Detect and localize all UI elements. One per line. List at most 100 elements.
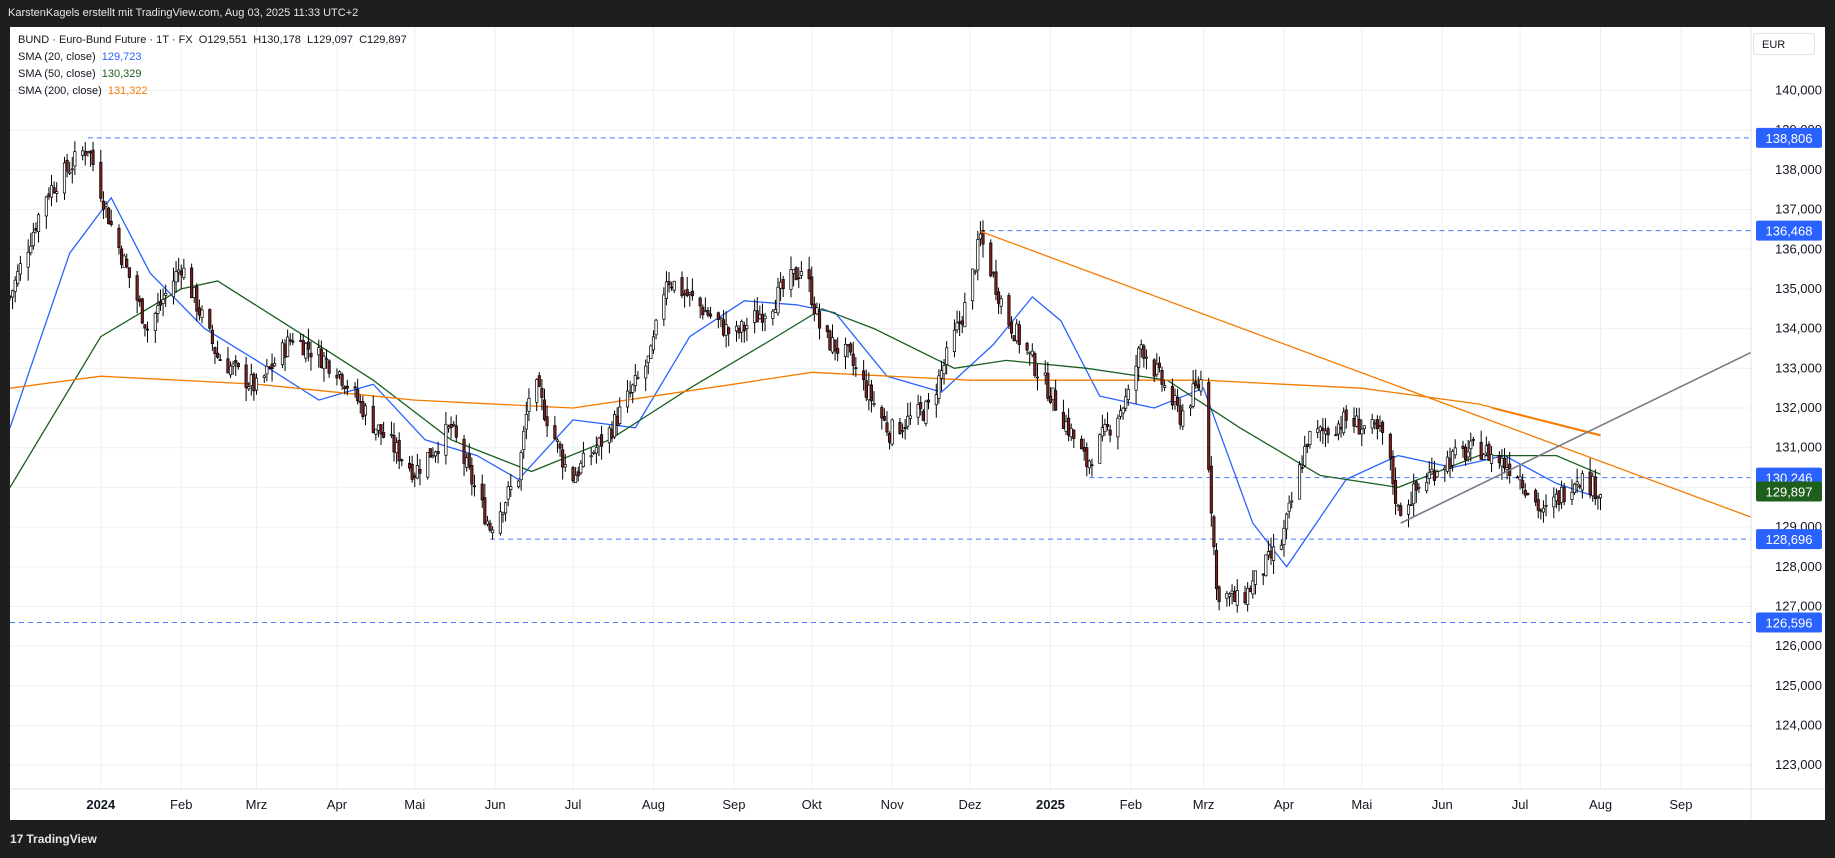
candle-body[interactable] bbox=[395, 442, 399, 454]
sma50-line[interactable] bbox=[9, 280, 1601, 489]
candle-body[interactable] bbox=[1054, 390, 1058, 411]
candle-body[interactable] bbox=[760, 313, 764, 323]
candle-body[interactable] bbox=[1191, 383, 1195, 407]
candle-body[interactable] bbox=[1417, 486, 1421, 489]
candle-body[interactable] bbox=[555, 439, 560, 442]
candle-body[interactable] bbox=[504, 502, 508, 514]
candle-body[interactable] bbox=[1482, 454, 1486, 460]
candle-body[interactable] bbox=[91, 149, 95, 166]
candle-body[interactable] bbox=[363, 405, 368, 416]
candle-body[interactable] bbox=[1425, 482, 1429, 492]
candle-body[interactable] bbox=[812, 303, 816, 315]
tradingview-brand[interactable]: 17 TradingView bbox=[10, 832, 97, 846]
candle-body[interactable] bbox=[228, 365, 233, 376]
candle-body[interactable] bbox=[1321, 427, 1325, 431]
candle-body[interactable] bbox=[976, 239, 980, 271]
candle-body[interactable] bbox=[1500, 457, 1504, 467]
candle-body[interactable] bbox=[509, 486, 513, 490]
candle-body[interactable] bbox=[356, 389, 360, 402]
candle-body[interactable] bbox=[470, 465, 474, 485]
candle-body[interactable] bbox=[880, 407, 884, 419]
candle-body[interactable] bbox=[1487, 443, 1491, 461]
candle-body[interactable] bbox=[1124, 396, 1128, 409]
candle-body[interactable] bbox=[1176, 396, 1180, 406]
candle-body[interactable] bbox=[353, 386, 357, 389]
candle-body[interactable] bbox=[1381, 421, 1385, 433]
candle-body[interactable] bbox=[709, 313, 713, 317]
candle-body[interactable] bbox=[392, 435, 396, 453]
candle-body[interactable] bbox=[753, 310, 757, 323]
candle-body[interactable] bbox=[299, 339, 303, 342]
candle-body[interactable] bbox=[426, 452, 430, 478]
candle-body[interactable] bbox=[86, 150, 90, 153]
candle-body[interactable] bbox=[1103, 424, 1107, 432]
candle-body[interactable] bbox=[1155, 363, 1159, 375]
candle-body[interactable] bbox=[662, 294, 666, 320]
candle-body[interactable] bbox=[1471, 439, 1475, 441]
candle-body[interactable] bbox=[574, 474, 578, 483]
candle-body[interactable] bbox=[636, 376, 640, 379]
candle-body[interactable] bbox=[742, 324, 746, 332]
candle-body[interactable] bbox=[1248, 588, 1252, 593]
candle-body[interactable] bbox=[1461, 445, 1465, 449]
candle-body[interactable] bbox=[1028, 351, 1032, 354]
legend-sma200[interactable]: SMA (200, close) 131,322 bbox=[18, 83, 407, 100]
candle-body[interactable] bbox=[952, 329, 956, 352]
candle-body[interactable] bbox=[1035, 376, 1040, 379]
candle-body[interactable] bbox=[1139, 344, 1143, 350]
candle-body[interactable] bbox=[44, 196, 48, 217]
candle-body[interactable] bbox=[436, 451, 440, 455]
candle-body[interactable] bbox=[65, 159, 69, 172]
candle-body[interactable] bbox=[1336, 423, 1341, 435]
candle-body[interactable] bbox=[716, 312, 720, 320]
candle-body[interactable] bbox=[963, 302, 967, 328]
candle-body[interactable] bbox=[1521, 480, 1525, 489]
candle-body[interactable] bbox=[745, 325, 749, 329]
candle-body[interactable] bbox=[1515, 476, 1520, 479]
candle-body[interactable] bbox=[52, 187, 56, 194]
candle-body[interactable] bbox=[1209, 465, 1213, 514]
candle-body[interactable] bbox=[906, 415, 910, 427]
candle-body[interactable] bbox=[779, 281, 783, 289]
candle-body[interactable] bbox=[794, 267, 798, 281]
candle-body[interactable] bbox=[379, 424, 383, 435]
candle-body[interactable] bbox=[267, 366, 272, 369]
candle-body[interactable] bbox=[1393, 480, 1398, 504]
candle-body[interactable] bbox=[1287, 502, 1291, 512]
candle-body[interactable] bbox=[226, 358, 230, 374]
candle-body[interactable] bbox=[898, 422, 902, 435]
candle-body[interactable] bbox=[631, 384, 635, 393]
candle-body[interactable] bbox=[597, 437, 601, 447]
candle-body[interactable] bbox=[1251, 580, 1255, 595]
candle-body[interactable] bbox=[47, 193, 51, 197]
candle-body[interactable] bbox=[415, 465, 419, 479]
candle-body[interactable] bbox=[49, 185, 54, 198]
candle-body[interactable] bbox=[1279, 544, 1283, 550]
candle-body[interactable] bbox=[374, 428, 378, 435]
candle-body[interactable] bbox=[1552, 496, 1556, 508]
candle-body[interactable] bbox=[244, 364, 248, 389]
candle-body[interactable] bbox=[179, 270, 183, 276]
candle-body[interactable] bbox=[249, 374, 253, 387]
candle-body[interactable] bbox=[1303, 446, 1307, 466]
candle-body[interactable] bbox=[153, 313, 157, 331]
candle-body[interactable] bbox=[1080, 438, 1084, 450]
candle-body[interactable] bbox=[195, 286, 199, 312]
candle-body[interactable] bbox=[485, 520, 489, 525]
candle-body[interactable] bbox=[688, 292, 692, 295]
candle-body[interactable] bbox=[939, 370, 944, 379]
candle-body[interactable] bbox=[537, 375, 541, 387]
candle-body[interactable] bbox=[36, 214, 41, 233]
candle-body[interactable] bbox=[851, 353, 855, 366]
candle-body[interactable] bbox=[698, 297, 702, 307]
candle-body[interactable] bbox=[1355, 415, 1359, 427]
candle-body[interactable] bbox=[849, 343, 853, 353]
candle-body[interactable] bbox=[846, 344, 850, 347]
candle-body[interactable] bbox=[1126, 389, 1130, 401]
candle-body[interactable] bbox=[815, 307, 819, 315]
candle-body[interactable] bbox=[924, 400, 928, 424]
candle-body[interactable] bbox=[594, 447, 598, 454]
candle-body[interactable] bbox=[524, 413, 528, 430]
candle-body[interactable] bbox=[919, 402, 923, 409]
candle-body[interactable] bbox=[615, 415, 619, 426]
